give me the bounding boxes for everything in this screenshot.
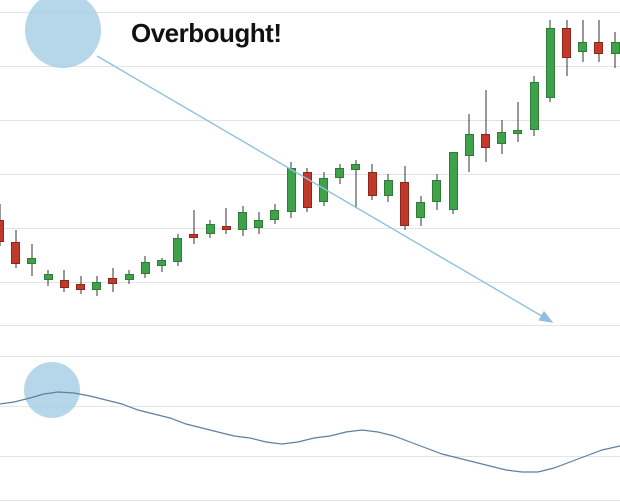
- overbought-annotation: Overbought!: [131, 18, 282, 49]
- oscillator-line: [0, 392, 620, 472]
- overlay-svg: [0, 0, 620, 502]
- downtrend-arrow: [97, 56, 552, 322]
